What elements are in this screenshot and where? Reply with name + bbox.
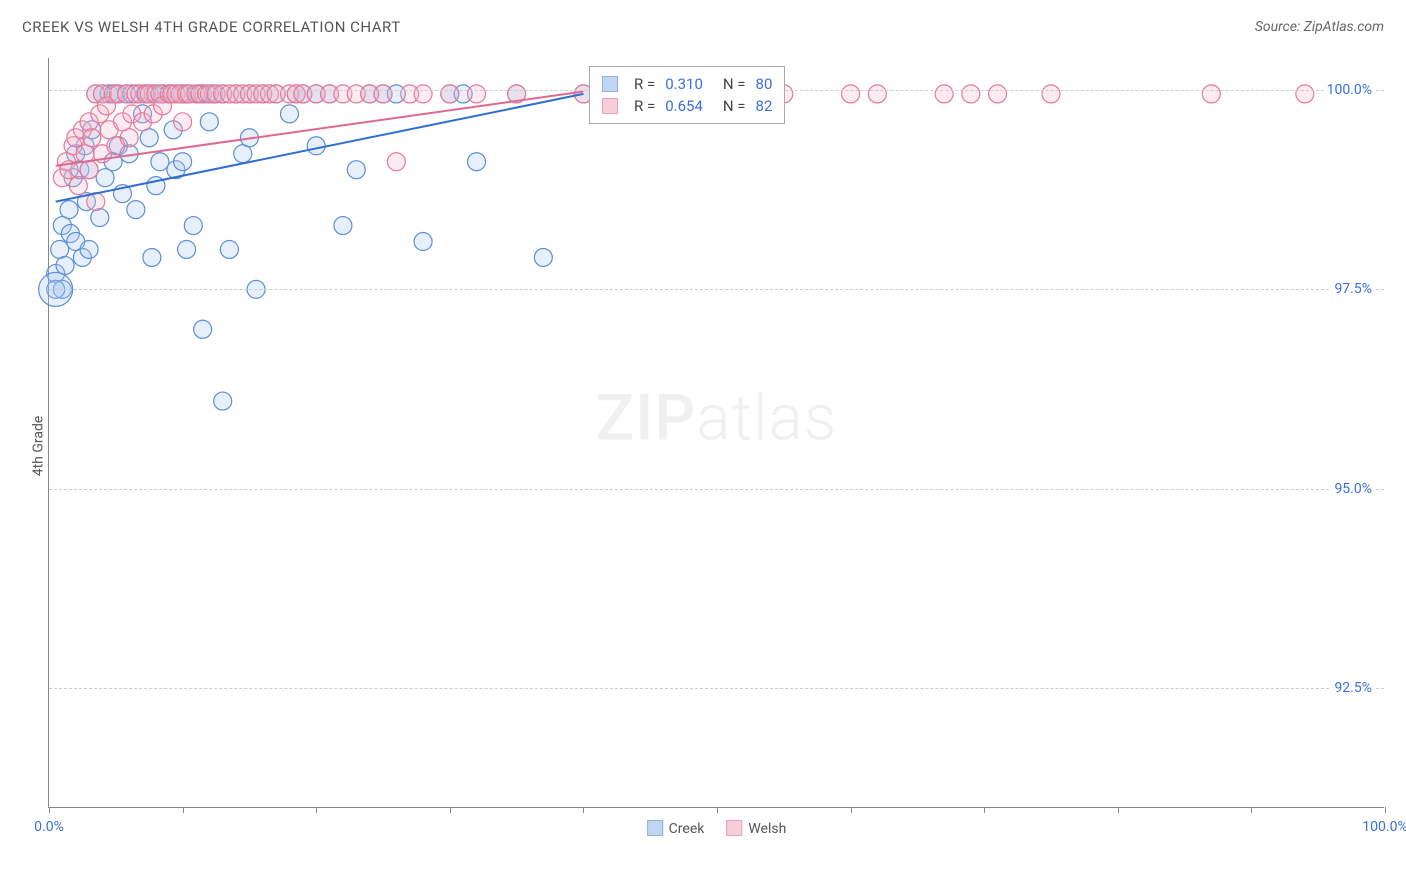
stats-row: R = 0.310 N = 80 bbox=[602, 73, 772, 95]
scatter-point bbox=[868, 85, 886, 103]
x-tick-mark bbox=[717, 807, 718, 813]
scatter-point bbox=[534, 248, 552, 266]
legend-swatch bbox=[602, 98, 618, 114]
scatter-point bbox=[127, 201, 145, 219]
legend-item: Welsh bbox=[726, 820, 786, 837]
gridline-h bbox=[49, 489, 1384, 490]
scatter-point bbox=[1296, 85, 1314, 103]
scatter-point bbox=[200, 113, 218, 131]
scatter-point bbox=[214, 392, 232, 410]
stats-row: R = 0.654 N = 82 bbox=[602, 95, 772, 117]
x-tick-mark bbox=[49, 807, 50, 813]
scatter-point bbox=[334, 217, 352, 235]
scatter-point bbox=[174, 113, 192, 131]
x-tick-mark bbox=[183, 807, 184, 813]
scatter-point bbox=[989, 85, 1007, 103]
scatter-point bbox=[51, 240, 69, 258]
scatter-point bbox=[96, 169, 114, 187]
scatter-point bbox=[91, 209, 109, 227]
scatter-point bbox=[1042, 85, 1060, 103]
scatter-point bbox=[83, 129, 101, 147]
stats-n-value: 80 bbox=[756, 75, 773, 93]
x-tick-mark bbox=[851, 807, 852, 813]
legend-swatch bbox=[602, 76, 618, 92]
scatter-point bbox=[842, 85, 860, 103]
x-tick-mark bbox=[450, 807, 451, 813]
scatter-point bbox=[174, 153, 192, 171]
scatter-point bbox=[347, 161, 365, 179]
x-tick-label: 0.0% bbox=[34, 819, 64, 835]
x-tick-mark bbox=[1118, 807, 1119, 813]
bottom-legend: Creek Welsh bbox=[647, 820, 787, 837]
plot-area: ZIPatlas R = 0.310N = 80R = 0.654N = 82 … bbox=[48, 58, 1384, 808]
x-tick-mark bbox=[1385, 807, 1386, 813]
x-tick-mark bbox=[984, 807, 985, 813]
legend-swatch bbox=[726, 820, 742, 836]
scatter-point bbox=[414, 233, 432, 251]
scatter-point bbox=[56, 256, 74, 274]
y-tick-label: 100.0% bbox=[1323, 81, 1376, 99]
legend-label: Welsh bbox=[748, 821, 786, 837]
scatter-point bbox=[387, 153, 405, 171]
scatter-point bbox=[178, 240, 196, 258]
scatter-point bbox=[962, 85, 980, 103]
scatter-point bbox=[60, 201, 78, 219]
scatter-point bbox=[143, 248, 161, 266]
chart-title: CREEK VS WELSH 4TH GRADE CORRELATION CHA… bbox=[22, 18, 401, 36]
x-tick-mark bbox=[1251, 807, 1252, 813]
scatter-point bbox=[120, 129, 138, 147]
legend-swatch bbox=[647, 820, 663, 836]
stats-n-label: N = bbox=[723, 97, 746, 115]
scatter-point bbox=[280, 105, 298, 123]
scatter-point bbox=[151, 153, 169, 171]
scatter-point bbox=[140, 129, 158, 147]
scatter-point bbox=[234, 145, 252, 163]
chart-header: CREEK VS WELSH 4TH GRADE CORRELATION CHA… bbox=[22, 18, 1384, 36]
scatter-point bbox=[468, 153, 486, 171]
scatter-point bbox=[69, 177, 87, 195]
scatter-point bbox=[194, 320, 212, 338]
scatter-point bbox=[80, 161, 98, 179]
x-tick-mark bbox=[316, 807, 317, 813]
stats-r-value: 0.654 bbox=[665, 97, 703, 115]
scatter-point bbox=[374, 85, 392, 103]
stats-r-label: R = bbox=[634, 75, 655, 93]
legend-item: Creek bbox=[647, 820, 705, 837]
scatter-point bbox=[414, 85, 432, 103]
y-tick-label: 97.5% bbox=[1330, 280, 1376, 298]
scatter-point bbox=[441, 85, 459, 103]
gridline-h bbox=[49, 289, 1384, 290]
stats-legend-box: R = 0.310 N = 80 R = 0.654 N = 82 bbox=[589, 66, 785, 124]
scatter-point bbox=[1202, 85, 1220, 103]
scatter-point bbox=[468, 85, 486, 103]
plot-svg bbox=[49, 58, 1384, 807]
y-tick-label: 95.0% bbox=[1330, 480, 1376, 498]
y-axis-label: 4th Grade bbox=[30, 416, 46, 477]
x-tick-label: 100.0% bbox=[1362, 819, 1406, 835]
legend-label: Creek bbox=[669, 821, 705, 837]
scatter-point bbox=[80, 240, 98, 258]
scatter-point bbox=[307, 137, 325, 155]
scatter-point bbox=[184, 217, 202, 235]
chart-source: Source: ZipAtlas.com bbox=[1255, 19, 1384, 35]
scatter-point bbox=[220, 240, 238, 258]
stats-n-value: 82 bbox=[756, 97, 773, 115]
stats-r-value: 0.310 bbox=[665, 75, 703, 93]
stats-r-label: R = bbox=[634, 97, 655, 115]
scatter-point bbox=[935, 85, 953, 103]
gridline-h bbox=[49, 688, 1384, 689]
x-tick-mark bbox=[583, 807, 584, 813]
y-tick-label: 92.5% bbox=[1330, 679, 1376, 697]
stats-n-label: N = bbox=[723, 75, 746, 93]
